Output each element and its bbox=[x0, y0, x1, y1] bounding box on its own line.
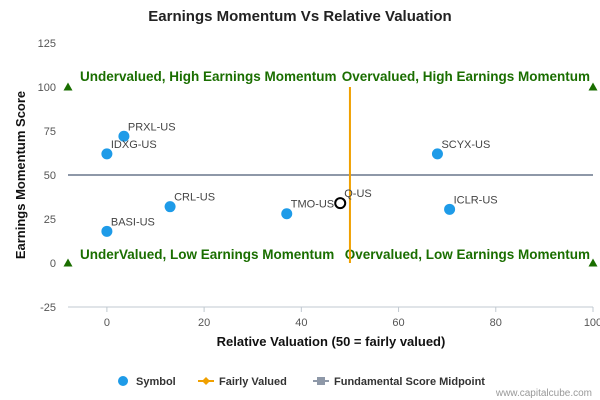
y-tick-label: 100 bbox=[38, 82, 56, 94]
legend-midpoint-marker bbox=[317, 377, 325, 385]
quadrant-label-bottom-right: Overvalued, Low Earnings Momentum bbox=[345, 247, 590, 262]
highlight-point-label: Q-US bbox=[344, 188, 372, 200]
point-label: BASI-US bbox=[111, 216, 155, 228]
y-tick-label: 125 bbox=[38, 38, 56, 50]
point-marker bbox=[101, 225, 113, 237]
legend-symbol-marker bbox=[118, 376, 128, 386]
y-axis-title: Earnings Momentum Score bbox=[13, 91, 28, 259]
point-label: ICLR-US bbox=[454, 194, 498, 206]
point-label: CRL-US bbox=[174, 192, 215, 204]
point-marker bbox=[164, 201, 176, 213]
y-tick-label: 0 bbox=[50, 258, 56, 270]
point-label: SCYX-US bbox=[441, 139, 490, 151]
legend-fair-label: Fairly Valued bbox=[219, 376, 287, 388]
x-axis-title: Relative Valuation (50 = fairly valued) bbox=[217, 334, 446, 349]
point-label: IDXG-US bbox=[111, 139, 157, 151]
x-tick-label: 40 bbox=[295, 317, 307, 329]
corner-triangle-marker bbox=[588, 258, 598, 267]
corner-triangle-marker bbox=[63, 82, 73, 91]
x-tick-label: 20 bbox=[198, 317, 210, 329]
chart-title: Earnings Momentum Vs Relative Valuation bbox=[148, 8, 451, 25]
credit-text: www.capitalcube.com bbox=[495, 388, 592, 399]
highlight-point-marker bbox=[334, 197, 347, 210]
x-tick-label: 100 bbox=[584, 317, 600, 329]
axes: -25 0 25 50 75 100 125 0 20 40 60 80 100 bbox=[38, 38, 600, 329]
point-marker bbox=[281, 208, 293, 220]
x-tick-label: 60 bbox=[392, 317, 404, 329]
point-marker bbox=[431, 148, 443, 160]
legend-symbol-label: Symbol bbox=[136, 376, 176, 388]
point-marker bbox=[101, 148, 113, 160]
legend-fair-marker bbox=[202, 377, 210, 385]
quadrant-label-top-left: Undervalued, High Earnings Momentum bbox=[80, 69, 337, 84]
corner-triangle-marker bbox=[63, 258, 73, 267]
y-tick-label: 25 bbox=[44, 214, 56, 226]
point-marker bbox=[444, 203, 456, 215]
x-tick-label: 80 bbox=[490, 317, 502, 329]
point-label: PRXL-US bbox=[128, 121, 176, 133]
data-points: PRXL-US IDXG-US SCYX-US CRL-US TMO-US ICLR-US… bbox=[101, 121, 498, 237]
point-label: TMO-US bbox=[291, 199, 334, 211]
corner-triangle-marker bbox=[588, 82, 598, 91]
x-tick-label: 0 bbox=[104, 317, 110, 329]
point-marker bbox=[118, 130, 130, 142]
quadrant-label-bottom-left: UnderValued, Low Earnings Momentum bbox=[80, 247, 334, 262]
legend-midpoint-label: Fundamental Score Midpoint bbox=[334, 376, 485, 388]
legend: Symbol Fairly Valued Fundamental Score Mid… bbox=[118, 376, 485, 388]
y-tick-label: 75 bbox=[44, 126, 56, 138]
reference-lines bbox=[63, 82, 598, 267]
y-tick-label: 50 bbox=[44, 170, 56, 182]
y-tick-label: -25 bbox=[40, 302, 56, 314]
quadrant-labels: Undervalued, High Earnings Momentum Over… bbox=[80, 69, 590, 262]
quadrant-label-top-right: Overvalued, High Earnings Momentum bbox=[342, 69, 590, 84]
